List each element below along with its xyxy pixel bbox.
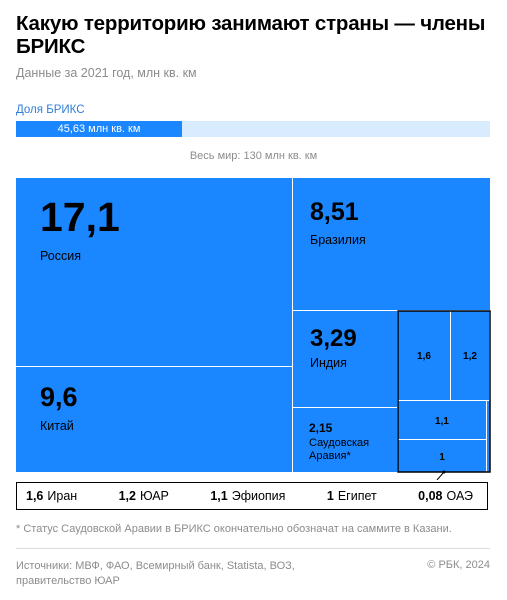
country-label: Аравия* xyxy=(309,450,352,462)
treemap-cell-china: 9,6 Китай xyxy=(16,367,292,472)
treemap-cell-russia: 17,1 Россия xyxy=(16,178,292,366)
treemap-cell-brazil: 8,51 Бразилия xyxy=(293,178,490,310)
value-label: 1,6 xyxy=(417,351,431,362)
world-area-bar: 45,63 млн кв. км xyxy=(16,121,490,137)
chart-title: Какую территорию занимают страны — члены… xyxy=(16,12,486,58)
legend-value: 1 xyxy=(326,489,334,503)
small-countries-legend: 1,6 Иран 1,2 ЮАР 1,1 Эфиопия 1 Египет 0,08 ОА… xyxy=(16,482,488,510)
legend-label: Египет xyxy=(337,489,377,503)
treemap-cell-egypt: 1 xyxy=(398,440,486,472)
treemap-block xyxy=(398,440,486,472)
value-label: 2,15 xyxy=(309,421,333,435)
legend-value: 0,08 xyxy=(418,489,443,503)
sources: Источники: МВФ, ФАО, Всемирный банк, Sta… xyxy=(16,560,295,587)
value-label: 9,6 xyxy=(40,382,78,412)
value-label: 1,1 xyxy=(435,416,449,427)
legend-value: 1,1 xyxy=(210,489,228,503)
treemap-cell-south-africa: 1,2 xyxy=(451,311,489,400)
footnote: * Статус Саудовской Аравии в БРИКС оконч… xyxy=(16,523,452,535)
legend-label: Эфиопия xyxy=(231,489,286,503)
value-label: 1,2 xyxy=(463,351,477,362)
treemap-cell-iran: 1,6 xyxy=(398,311,450,400)
legend-item-south-africa: 1,2 ЮАР xyxy=(119,489,169,503)
legend-item-egypt: 1 Египет xyxy=(327,489,377,503)
chart-subtitle: Данные за 2021 год, млн кв. км xyxy=(16,66,197,80)
legend-item-iran: 1,6 Иран xyxy=(26,489,77,503)
treemap-block xyxy=(398,401,486,439)
country-label: Саудовская xyxy=(309,437,369,449)
legend-label: Иран xyxy=(47,489,78,503)
legend-leader-dot xyxy=(442,470,446,474)
value-label: 17,1 xyxy=(40,194,120,240)
treemap-block xyxy=(293,408,397,472)
country-label: Бразилия xyxy=(310,233,366,247)
treemap-block xyxy=(451,311,489,400)
brics-share-value: 45,63 млн кв. км xyxy=(57,123,141,135)
treemap-chart: 17,1 Россия 9,6 Китай 8,51 Бразилия 3,29 Индия 2… xyxy=(16,178,491,480)
treemap-block xyxy=(398,311,450,400)
value-label: 3,29 xyxy=(310,325,357,352)
footer-divider xyxy=(16,548,490,549)
legend-item-uae: 0,08 ОАЭ xyxy=(418,489,473,503)
legend-label: ЮАР xyxy=(140,489,169,503)
value-label: 8,51 xyxy=(310,198,359,226)
country-label: Россия xyxy=(40,249,81,263)
treemap-block xyxy=(16,367,292,472)
treemap-cell-india: 3,29 Индия xyxy=(293,311,397,407)
legend-value: 1,6 xyxy=(26,489,44,503)
country-label: Индия xyxy=(310,356,347,370)
treemap-block xyxy=(293,178,490,310)
value-label: 1 xyxy=(439,452,445,463)
legend-label: ОАЭ xyxy=(446,489,474,503)
treemap-block xyxy=(293,311,397,407)
treemap-block xyxy=(16,178,292,366)
legend-leader-line xyxy=(436,471,445,480)
treemap-cell-uae xyxy=(487,401,490,472)
legend-item-ethiopia: 1,1 Эфиопия xyxy=(210,489,285,503)
treemap-cell-ethiopia: 1,1 xyxy=(398,401,486,439)
copyright: © РБК, 2024 xyxy=(427,559,490,571)
legend-value: 1,2 xyxy=(118,489,136,503)
brics-share-bar xyxy=(16,121,182,137)
world-total-label: Весь мир: 130 млн кв. км xyxy=(189,150,318,162)
country-label: Китай xyxy=(40,419,74,433)
treemap-block xyxy=(487,401,490,472)
brics-share-label: Доля БРИКС xyxy=(16,104,85,116)
